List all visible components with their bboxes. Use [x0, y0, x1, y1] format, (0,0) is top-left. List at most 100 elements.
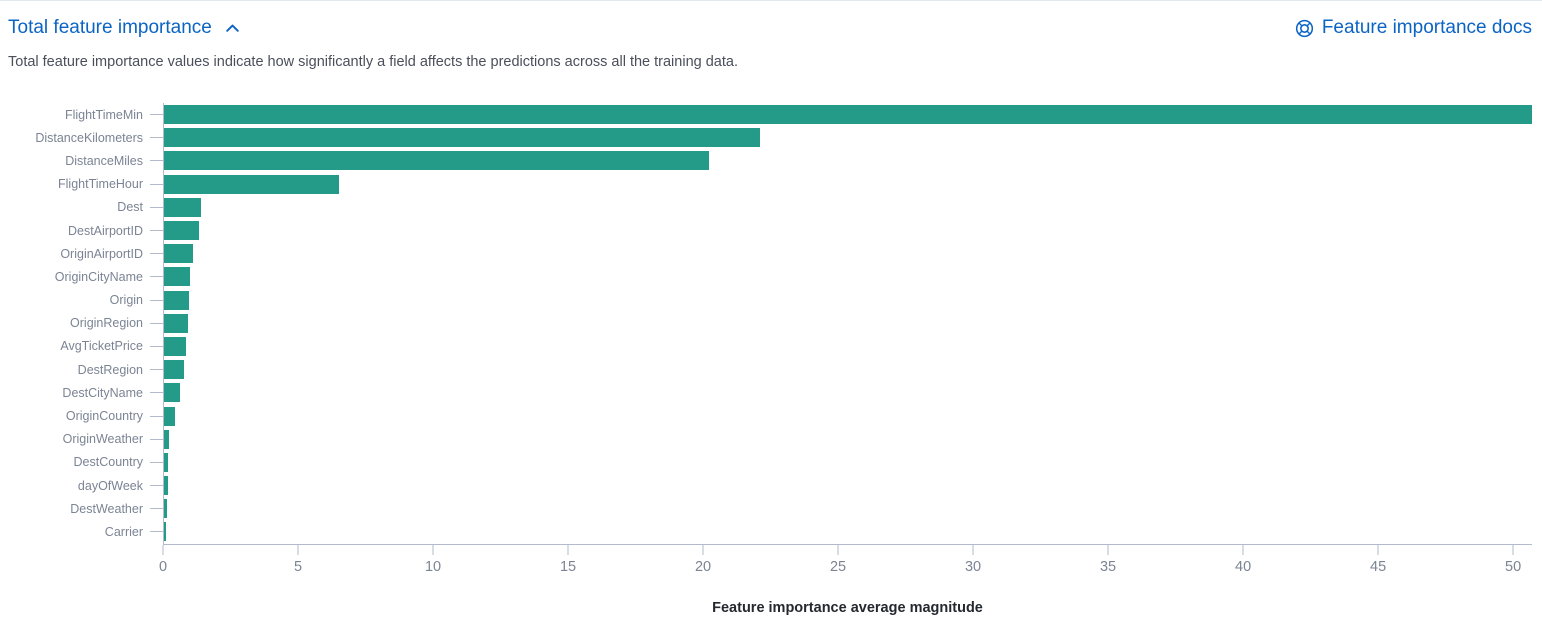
x-axis-tick-mark: [297, 544, 299, 555]
x-axis-tick-label: 30: [964, 558, 982, 575]
chart-plot-area: [163, 103, 1532, 545]
y-axis-tick-row: DestCityName: [0, 381, 163, 404]
bar-row: [164, 335, 1532, 358]
feature-importance-bar-chart: FlightTimeMin DistanceKilometers DistanceM…: [0, 103, 1542, 616]
bar-row: [164, 242, 1532, 265]
bar-row: [164, 404, 1532, 427]
y-axis-tick-mark: [150, 508, 163, 510]
bar-row: [164, 520, 1532, 543]
bar-row: [164, 428, 1532, 451]
bar-row: [164, 149, 1532, 172]
x-axis-tick-label: 5: [293, 558, 303, 575]
y-axis-tick-mark: [150, 183, 163, 185]
x-axis-tick-mark: [567, 544, 569, 555]
y-axis-label: Origin: [109, 293, 143, 308]
bar-OriginWeather[interactable]: [164, 429, 170, 449]
bar-row: [164, 103, 1532, 126]
bar-AvgTicketPrice[interactable]: [164, 336, 187, 356]
feature-importance-docs-link[interactable]: Feature importance docs: [1295, 17, 1532, 39]
x-axis-tick-mark: [1242, 544, 1244, 555]
x-axis-tick-label: 50: [1505, 558, 1522, 575]
help-lifebuoy-icon: [1295, 19, 1314, 38]
bar-dayOfWeek[interactable]: [164, 476, 169, 496]
y-axis-tick-mark: [150, 345, 163, 347]
x-axis-tick-mark: [1512, 544, 1514, 555]
y-axis-tick-mark: [150, 276, 163, 278]
bar-row: [164, 312, 1532, 335]
bar-OriginCityName[interactable]: [164, 267, 191, 287]
y-axis-tick-row: DestWeather: [0, 497, 163, 520]
y-axis-label: DistanceMiles: [65, 153, 143, 168]
y-axis-tick-row: OriginRegion: [0, 312, 163, 335]
panel-description: Total feature importance values indicate…: [8, 54, 738, 70]
panel-header: Total feature importance Feature importa…: [0, 14, 1542, 42]
y-axis-label: FlightTimeHour: [58, 177, 143, 192]
y-axis-label: OriginWeather: [62, 432, 143, 447]
bar-row: [164, 265, 1532, 288]
y-axis-label: OriginCityName: [54, 269, 143, 284]
y-axis-label: DestCountry: [73, 455, 143, 470]
y-axis-tick-mark: [150, 392, 163, 394]
y-axis-tick-row: DestAirportID: [0, 219, 163, 242]
y-axis-tick-row: Carrier: [0, 520, 163, 543]
bar-DestRegion[interactable]: [164, 360, 184, 380]
bar-OriginRegion[interactable]: [164, 313, 188, 333]
x-axis-tick-mark: [1107, 544, 1109, 555]
y-axis-tick-mark: [150, 230, 163, 232]
bar-row: [164, 381, 1532, 404]
y-axis-label: DestCityName: [62, 385, 143, 400]
bar-DistanceKilometers[interactable]: [164, 128, 761, 148]
y-axis-tick-row: DistanceKilometers: [0, 126, 163, 149]
y-axis-tick-mark: [150, 322, 163, 324]
y-axis-label: FlightTimeMin: [64, 107, 143, 122]
bar-DestWeather[interactable]: [164, 499, 167, 519]
y-axis-tick-row: DistanceMiles: [0, 149, 163, 172]
bar-DistanceMiles[interactable]: [164, 151, 710, 171]
bar-FlightTimeHour[interactable]: [164, 174, 340, 194]
bar-DestCityName[interactable]: [164, 383, 181, 403]
y-axis-label: DistanceKilometers: [35, 130, 143, 145]
y-axis-tick-mark: [150, 531, 163, 533]
y-axis-label: DestRegion: [77, 362, 143, 377]
bar-Carrier[interactable]: [164, 522, 167, 542]
y-axis-label: AvgTicketPrice: [60, 339, 143, 354]
x-axis-tick-mark: [702, 544, 704, 555]
y-axis-label: DestWeather: [70, 501, 143, 516]
y-axis-tick-mark: [150, 438, 163, 440]
y-axis-label: DestAirportID: [67, 223, 143, 238]
y-axis-tick-row: DestCountry: [0, 451, 163, 474]
y-axis-tick-row: OriginCityName: [0, 265, 163, 288]
x-axis-tick-label: 20: [694, 558, 712, 575]
x-axis-tick-mark: [1377, 544, 1379, 555]
x-axis-tick-label: 40: [1235, 558, 1252, 575]
bar-row: [164, 474, 1532, 497]
bar-OriginAirportID[interactable]: [164, 244, 193, 264]
x-axis-tick-label: 25: [829, 558, 847, 575]
bar-OriginCountry[interactable]: [164, 406, 176, 426]
y-axis-tick-mark: [150, 415, 163, 417]
x-axis-tick-mark: [162, 544, 164, 555]
bar-row: [164, 497, 1532, 520]
x-axis-tick-mark: [432, 544, 434, 555]
total-feature-importance-accordion-toggle[interactable]: Total feature importance: [8, 17, 241, 39]
bar-Origin[interactable]: [164, 290, 190, 310]
bar-DestAirportID[interactable]: [164, 221, 200, 241]
x-axis-tick-mark: [837, 544, 839, 555]
y-axis-tick-mark: [150, 253, 163, 255]
bar-FlightTimeMin[interactable]: [164, 105, 1532, 125]
x-axis-tick-label: 10: [424, 558, 442, 575]
y-axis-tick-mark: [150, 137, 163, 139]
x-axis-title: Feature importance average magnitude: [712, 599, 983, 616]
y-axis-tick-row: OriginWeather: [0, 428, 163, 451]
y-axis-labels: FlightTimeMin DistanceKilometers DistanceM…: [0, 103, 163, 545]
x-axis-tick-label: 15: [559, 558, 577, 575]
y-axis-tick-row: DestRegion: [0, 358, 163, 381]
x-axis-tick-mark: [972, 544, 974, 555]
y-axis-tick-mark: [150, 461, 163, 463]
bar-DestCountry[interactable]: [164, 452, 168, 472]
bar-row: [164, 289, 1532, 312]
bar-Dest[interactable]: [164, 197, 201, 217]
y-axis-tick-mark: [150, 485, 163, 487]
y-axis-label: OriginCountry: [65, 409, 143, 424]
y-axis-label: dayOfWeek: [77, 478, 143, 493]
